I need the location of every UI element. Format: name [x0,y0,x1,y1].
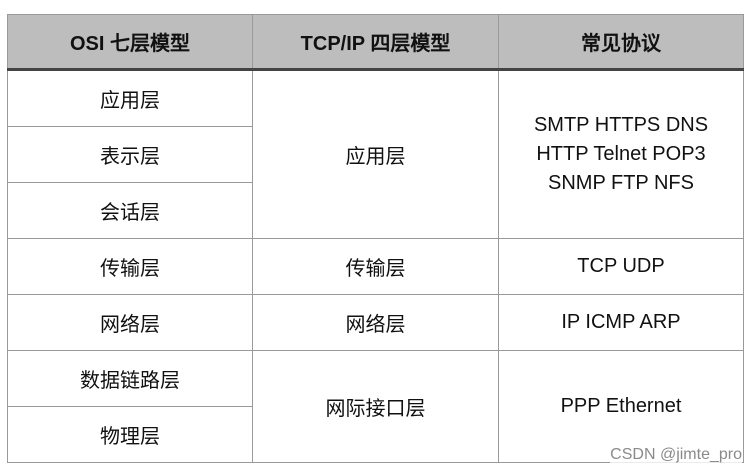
protocols-cell: IP ICMP ARP [498,294,744,351]
osi-layer: 物理层 [7,406,253,463]
protocol-line: SMTP HTTPS DNS [533,114,709,136]
tcpip-layer: 网络层 [252,294,499,351]
osi-layer: 数据链路层 [7,350,253,407]
tcpip-layer: 传输层 [252,238,499,295]
table-row: 物理层 [7,406,744,463]
header-protocols: 常见协议 [498,14,744,71]
osi-layer: 表示层 [7,126,253,183]
header-osi: OSI 七层模型 [7,14,253,71]
table-row: 网络层 网络层 IP ICMP ARP [7,294,744,351]
osi-layer: 网络层 [7,294,253,351]
table-row: 传输层 传输层 TCP UDP [7,238,744,295]
protocols-cell: SMTP HTTPS DNS HTTP Telnet POP3 SNMP FTP… [498,69,744,239]
table-row: 会话层 [7,182,744,239]
header-tcpip: TCP/IP 四层模型 [252,14,499,71]
protocol-line: SNMP FTP NFS [548,172,694,194]
osi-layer: 应用层 [7,69,253,127]
protocols-cell: PPP Ethernet [498,350,744,463]
table-row: 应用层 应用层 SMTP HTTPS DNS HTTP Telnet POP3 … [7,69,744,239]
osi-tcpip-table: OSI 七层模型 TCP/IP 四层模型 常见协议 应用层 应用层 SMTP H… [7,14,744,463]
tcpip-layer: 网际接口层 [252,350,499,463]
protocols-cell: TCP UDP [498,238,744,295]
header-row: OSI 七层模型 TCP/IP 四层模型 常见协议 [7,14,744,71]
osi-layer: 会话层 [7,182,253,239]
table-row: 数据链路层 网际接口层 PPP Ethernet [7,350,744,463]
watermark: CSDN @jimte_pro [610,446,742,464]
table-row: 表示层 [7,126,744,183]
tcpip-layer: 应用层 [252,69,499,239]
protocol-line: HTTP Telnet POP3 [536,143,706,165]
osi-layer: 传输层 [7,238,253,295]
